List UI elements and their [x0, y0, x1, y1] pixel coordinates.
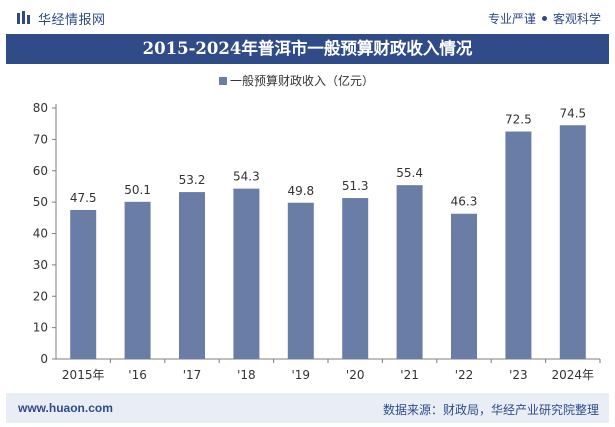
- bar: [396, 185, 423, 359]
- data-label: 51.3: [342, 179, 369, 193]
- value-labels: 47.5 50.1 53.2 54.3 49.8 51.3 55.4 46.3 72.5 74.5: [70, 106, 586, 208]
- y-tick-label: 50: [33, 195, 48, 209]
- bar: [451, 213, 477, 359]
- y-axis: 0 10 20 30 40 50 60 70 80: [33, 101, 57, 366]
- legend-label: 一般预算财政收入（亿元）: [230, 73, 374, 88]
- x-tick-label: 2024年: [552, 368, 595, 382]
- x-tick-label: '21: [400, 368, 419, 382]
- bar: [70, 209, 97, 359]
- y-tick-label: 0: [40, 352, 48, 366]
- x-tick-label: 2015年: [62, 368, 105, 382]
- y-tick-label: 80: [33, 101, 48, 115]
- slogan-tag-2: 客观科学: [552, 12, 601, 26]
- x-tick-label: '22: [455, 368, 474, 382]
- bar-chart: 一般预算财政收入（亿元） 0 10 20 30 40 50 60 70 80 2015年 '16 '…: [33, 73, 601, 382]
- x-tick-label: '17: [183, 368, 202, 382]
- data-label: 47.5: [70, 191, 97, 205]
- data-label: 72.5: [505, 113, 532, 127]
- data-label: 49.8: [287, 184, 314, 198]
- bars: [70, 125, 586, 359]
- bar: [342, 198, 369, 359]
- legend-swatch: [219, 77, 227, 85]
- x-tick-label: '20: [346, 368, 365, 382]
- bar: [559, 125, 586, 359]
- bar: [287, 202, 314, 359]
- x-axis: 2015年 '16 '17 '18 '19 '20 '21 '22 '23 2024年: [56, 358, 601, 382]
- bar: [124, 201, 151, 359]
- data-label: 46.3: [451, 195, 478, 209]
- x-tick-label: '16: [128, 368, 147, 382]
- footer-source: 数据来源：财政局，华经产业研究院整理: [382, 403, 599, 417]
- legend: 一般预算财政收入（亿元）: [219, 73, 374, 88]
- bar: [233, 188, 260, 359]
- data-label: 54.3: [233, 170, 260, 184]
- y-tick-label: 40: [33, 227, 48, 241]
- y-tick-label: 10: [33, 321, 48, 335]
- bullet-dot-icon: [541, 16, 547, 21]
- bar: [505, 131, 532, 359]
- y-tick-label: 20: [33, 289, 48, 303]
- x-tick-label: '23: [509, 368, 528, 382]
- y-tick-label: 60: [33, 164, 48, 178]
- chart-title: 2015-2024年普洱市一般预算财政收入情况: [6, 34, 609, 64]
- data-label: 53.2: [179, 173, 206, 187]
- data-label: 50.1: [124, 183, 151, 197]
- bar: [179, 192, 205, 359]
- brand-name: 华经情报网: [38, 12, 106, 28]
- y-tick-label: 30: [33, 258, 48, 272]
- x-tick-label: '19: [292, 368, 311, 382]
- slogan-tag-1: 专业严谨: [487, 12, 536, 26]
- footer: www.huaon.com 数据来源：财政局，华经产业研究院整理: [6, 393, 609, 423]
- y-tick-label: 70: [33, 132, 48, 146]
- top-bar: 华经情报网 专业严谨 客观科学: [0, 0, 615, 34]
- slogan: 专业严谨 客观科学: [488, 10, 601, 27]
- brand-logo[interactable]: 华经情报网: [16, 10, 106, 28]
- x-tick-label: '18: [237, 368, 256, 382]
- data-label: 74.5: [559, 106, 586, 120]
- brand-logo-icon: [17, 11, 30, 24]
- footer-website-link[interactable]: www.huaon.com: [18, 401, 113, 415]
- data-label: 55.4: [396, 166, 423, 180]
